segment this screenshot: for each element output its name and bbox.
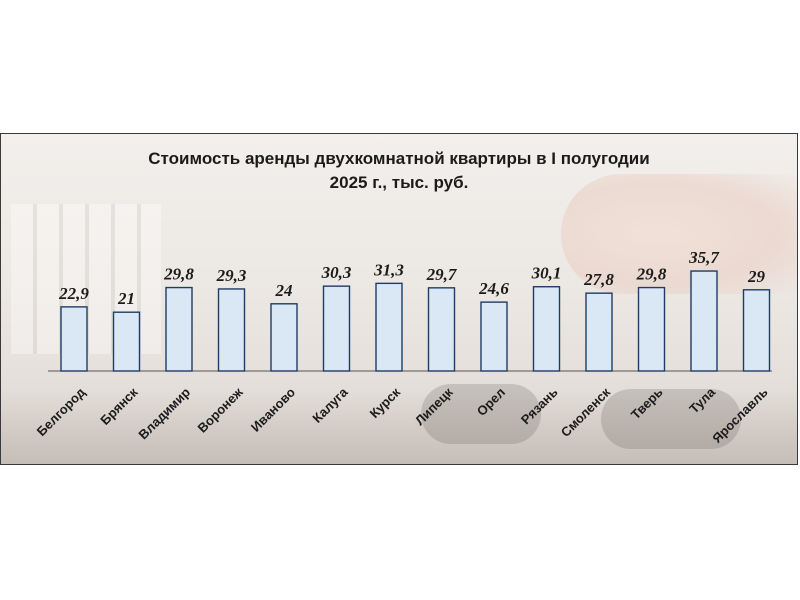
- chart-title-line-1: Стоимость аренды двухкомнатной квартиры …: [148, 149, 650, 168]
- data-label: 30,3: [321, 263, 352, 282]
- data-label: 29,8: [163, 265, 194, 284]
- x-tick-label: Смоленск: [558, 384, 614, 440]
- bar: [270, 303, 298, 372]
- background-floor: [1, 389, 797, 464]
- bar: [690, 270, 718, 372]
- bar: [322, 285, 351, 372]
- x-tick-label: Ярославль: [709, 385, 770, 446]
- x-tick-label: Воронеж: [194, 384, 246, 436]
- data-label: 22,9: [58, 284, 89, 303]
- data-label: 27,8: [583, 270, 614, 289]
- x-tick-label: Рязань: [518, 385, 561, 428]
- data-label: 35,7: [688, 248, 720, 267]
- bar: [60, 306, 88, 372]
- x-tick-label: Тверь: [628, 385, 666, 423]
- x-tick-label: Орел: [474, 385, 508, 419]
- bar: [742, 289, 771, 372]
- data-label: 29,3: [216, 266, 247, 285]
- bar: [480, 301, 508, 372]
- x-tick-label: Иваново: [248, 384, 298, 434]
- data-label: 29,8: [636, 265, 667, 284]
- chart-title-line-2: 2025 г., тыс. руб.: [329, 173, 469, 192]
- bar: [375, 282, 403, 372]
- bar: [112, 311, 141, 372]
- x-tick-label: Калуга: [309, 384, 351, 426]
- bar-chart: 22,9 Белгород 21 Брянск 29,8 Владимир 29,3 Воро…: [34, 248, 772, 446]
- x-tick-label: Курск: [367, 384, 404, 421]
- x-tick-label: Владимир: [135, 384, 193, 442]
- chart-title: Стоимость аренды двухкомнатной квартиры …: [0, 147, 798, 195]
- bar: [532, 286, 561, 372]
- x-tick-label: Липецк: [412, 384, 456, 428]
- data-label: 29,7: [426, 265, 458, 284]
- data-label: 31,3: [373, 260, 404, 279]
- background-pillow: [601, 389, 741, 449]
- data-label: 30,1: [531, 264, 562, 283]
- x-tick-label: Белгород: [34, 384, 89, 439]
- bar: [217, 288, 246, 372]
- data-label: 21: [117, 289, 135, 308]
- bar: [427, 287, 456, 372]
- x-tick-label: Брянск: [97, 384, 141, 428]
- background-hand: [561, 174, 797, 294]
- background-pillow: [421, 384, 541, 444]
- data-label: 24,6: [478, 279, 509, 298]
- x-tick-label: Тула: [686, 384, 718, 416]
- data-label: 29: [747, 267, 766, 286]
- data-label: 24: [275, 281, 293, 300]
- bar: [637, 286, 666, 372]
- bar: [585, 292, 613, 372]
- bar: [165, 286, 193, 372]
